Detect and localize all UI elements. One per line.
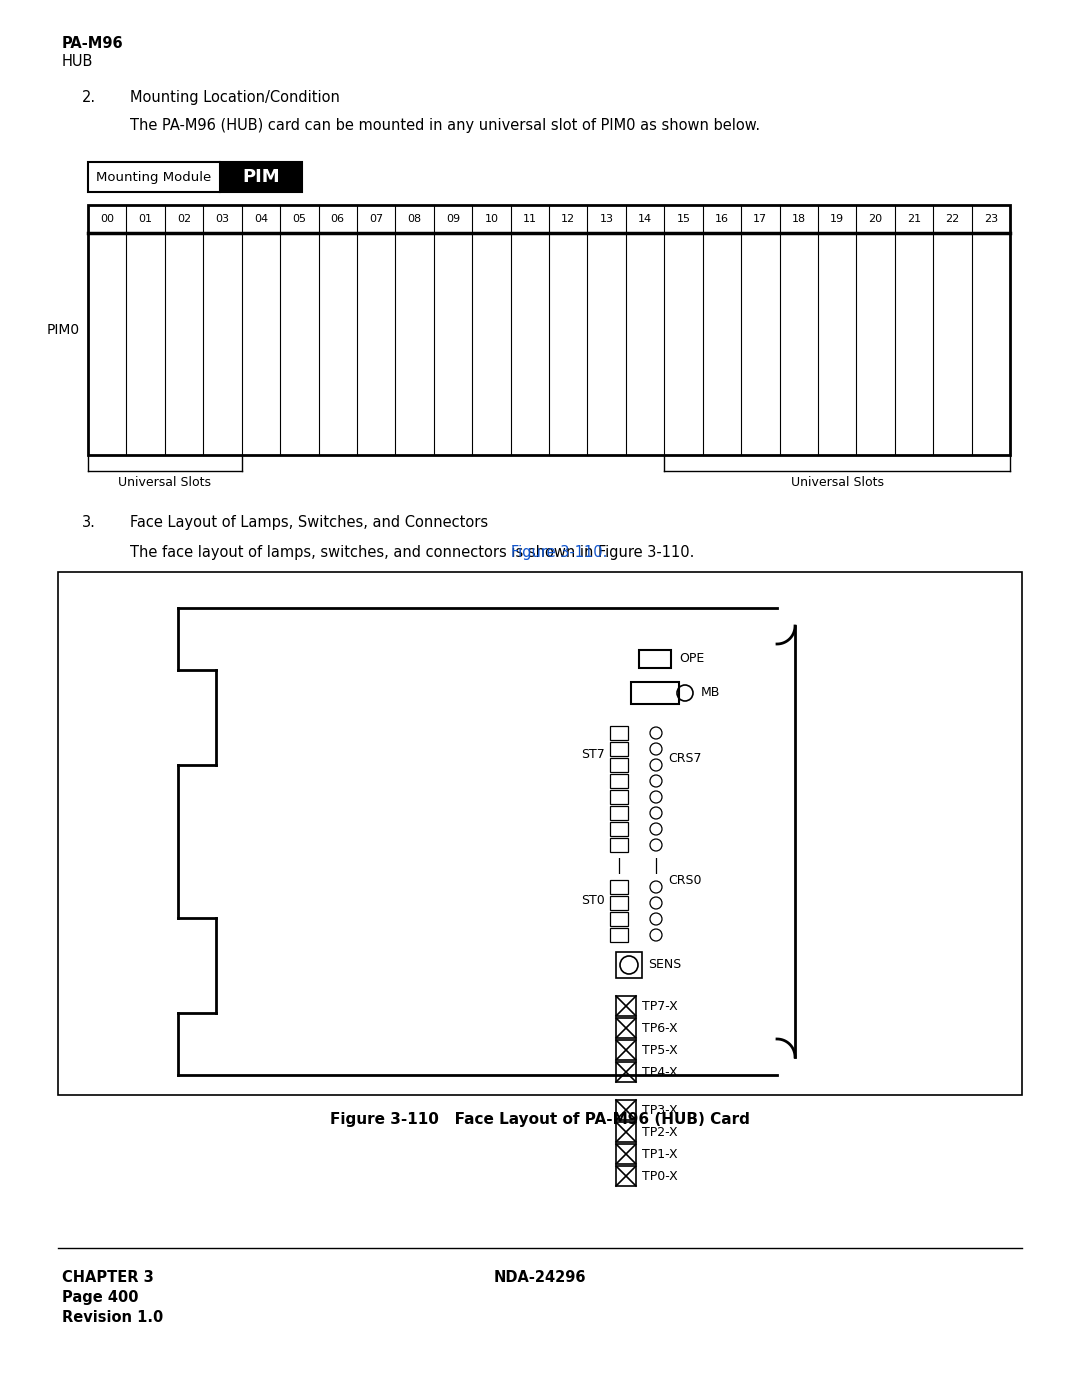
Text: Page 400: Page 400 (62, 1289, 138, 1305)
Text: 09: 09 (446, 214, 460, 224)
Text: |: | (653, 858, 659, 875)
Text: PA-M96: PA-M96 (62, 36, 123, 52)
Text: Figure 3-110   Face Layout of PA-M96 (HUB) Card: Figure 3-110 Face Layout of PA-M96 (HUB)… (330, 1112, 750, 1127)
Text: TP0-X: TP0-X (642, 1169, 678, 1182)
Text: 13: 13 (599, 214, 613, 224)
Bar (610, 928, 627, 942)
Text: 08: 08 (407, 214, 421, 224)
Text: ST7: ST7 (581, 747, 605, 760)
Bar (610, 912, 627, 926)
Bar (610, 895, 627, 909)
Text: 12: 12 (562, 214, 576, 224)
Text: 11: 11 (523, 214, 537, 224)
Bar (610, 759, 627, 773)
Bar (87, 162, 302, 191)
Text: PIM0: PIM0 (46, 323, 80, 337)
Bar (616, 1062, 636, 1083)
Text: 17: 17 (753, 214, 768, 224)
Bar (87, 205, 1010, 455)
Text: PIM: PIM (242, 168, 280, 186)
Text: 16: 16 (715, 214, 729, 224)
Text: TP2-X: TP2-X (642, 1126, 677, 1139)
Text: 23: 23 (984, 214, 998, 224)
Bar (610, 821, 627, 835)
Text: 00: 00 (100, 214, 114, 224)
Bar (610, 774, 627, 788)
Text: 05: 05 (293, 214, 307, 224)
Text: NDA-24296: NDA-24296 (494, 1270, 586, 1285)
Text: 10: 10 (484, 214, 498, 224)
Text: CRS0: CRS0 (669, 873, 702, 887)
Text: HUB: HUB (62, 54, 93, 68)
Text: 3.: 3. (82, 515, 96, 529)
Text: Figure 3-110.: Figure 3-110. (511, 545, 608, 560)
Text: SENS: SENS (648, 958, 681, 971)
Text: 04: 04 (254, 214, 268, 224)
Bar (616, 1166, 636, 1186)
Text: CHAPTER 3: CHAPTER 3 (62, 1270, 153, 1285)
Bar (616, 1018, 636, 1038)
Bar (616, 1099, 636, 1120)
Bar (220, 162, 302, 191)
Bar (610, 806, 627, 820)
Text: The face layout of lamps, switches, and connectors is shown in Figure 3-110.: The face layout of lamps, switches, and … (130, 545, 694, 560)
Text: TP4-X: TP4-X (642, 1066, 677, 1078)
Text: 2.: 2. (82, 89, 96, 105)
Text: The PA-M96 (HUB) card can be mounted in any universal slot of PIM0 as shown belo: The PA-M96 (HUB) card can be mounted in … (130, 117, 760, 133)
Text: TP3-X: TP3-X (642, 1104, 677, 1116)
Bar (631, 682, 679, 704)
Text: ST0: ST0 (581, 894, 605, 908)
Text: Universal Slots: Universal Slots (119, 476, 212, 489)
Text: 02: 02 (177, 214, 191, 224)
Text: OPE: OPE (679, 652, 704, 665)
Text: TP6-X: TP6-X (642, 1021, 677, 1035)
Text: 07: 07 (369, 214, 383, 224)
Text: Revision 1.0: Revision 1.0 (62, 1310, 163, 1324)
Text: 06: 06 (330, 214, 345, 224)
Text: TP5-X: TP5-X (642, 1044, 678, 1056)
Text: TP1-X: TP1-X (642, 1147, 677, 1161)
Text: MB: MB (701, 686, 720, 700)
Bar (58, 571, 1022, 1095)
Bar (610, 742, 627, 756)
Bar (610, 726, 627, 740)
Bar (610, 880, 627, 894)
Bar (616, 1144, 636, 1164)
Bar (616, 1122, 636, 1141)
Text: 03: 03 (215, 214, 229, 224)
Text: 01: 01 (138, 214, 152, 224)
Bar (616, 996, 636, 1016)
Bar (639, 650, 671, 668)
Bar (616, 1039, 636, 1060)
Text: 15: 15 (676, 214, 690, 224)
Text: 22: 22 (945, 214, 959, 224)
Text: 14: 14 (638, 214, 652, 224)
Text: Universal Slots: Universal Slots (791, 476, 883, 489)
Bar (616, 951, 642, 978)
Text: CRS7: CRS7 (669, 752, 702, 764)
Bar (610, 838, 627, 852)
Text: 20: 20 (868, 214, 882, 224)
Bar (610, 789, 627, 805)
Text: 19: 19 (831, 214, 845, 224)
Text: Mounting Location/Condition: Mounting Location/Condition (130, 89, 340, 105)
Text: TP7-X: TP7-X (642, 999, 678, 1013)
Text: Face Layout of Lamps, Switches, and Connectors: Face Layout of Lamps, Switches, and Conn… (130, 515, 488, 529)
Text: |: | (617, 858, 622, 875)
Text: Mounting Module: Mounting Module (96, 170, 212, 183)
Text: 21: 21 (907, 214, 921, 224)
Text: 18: 18 (792, 214, 806, 224)
